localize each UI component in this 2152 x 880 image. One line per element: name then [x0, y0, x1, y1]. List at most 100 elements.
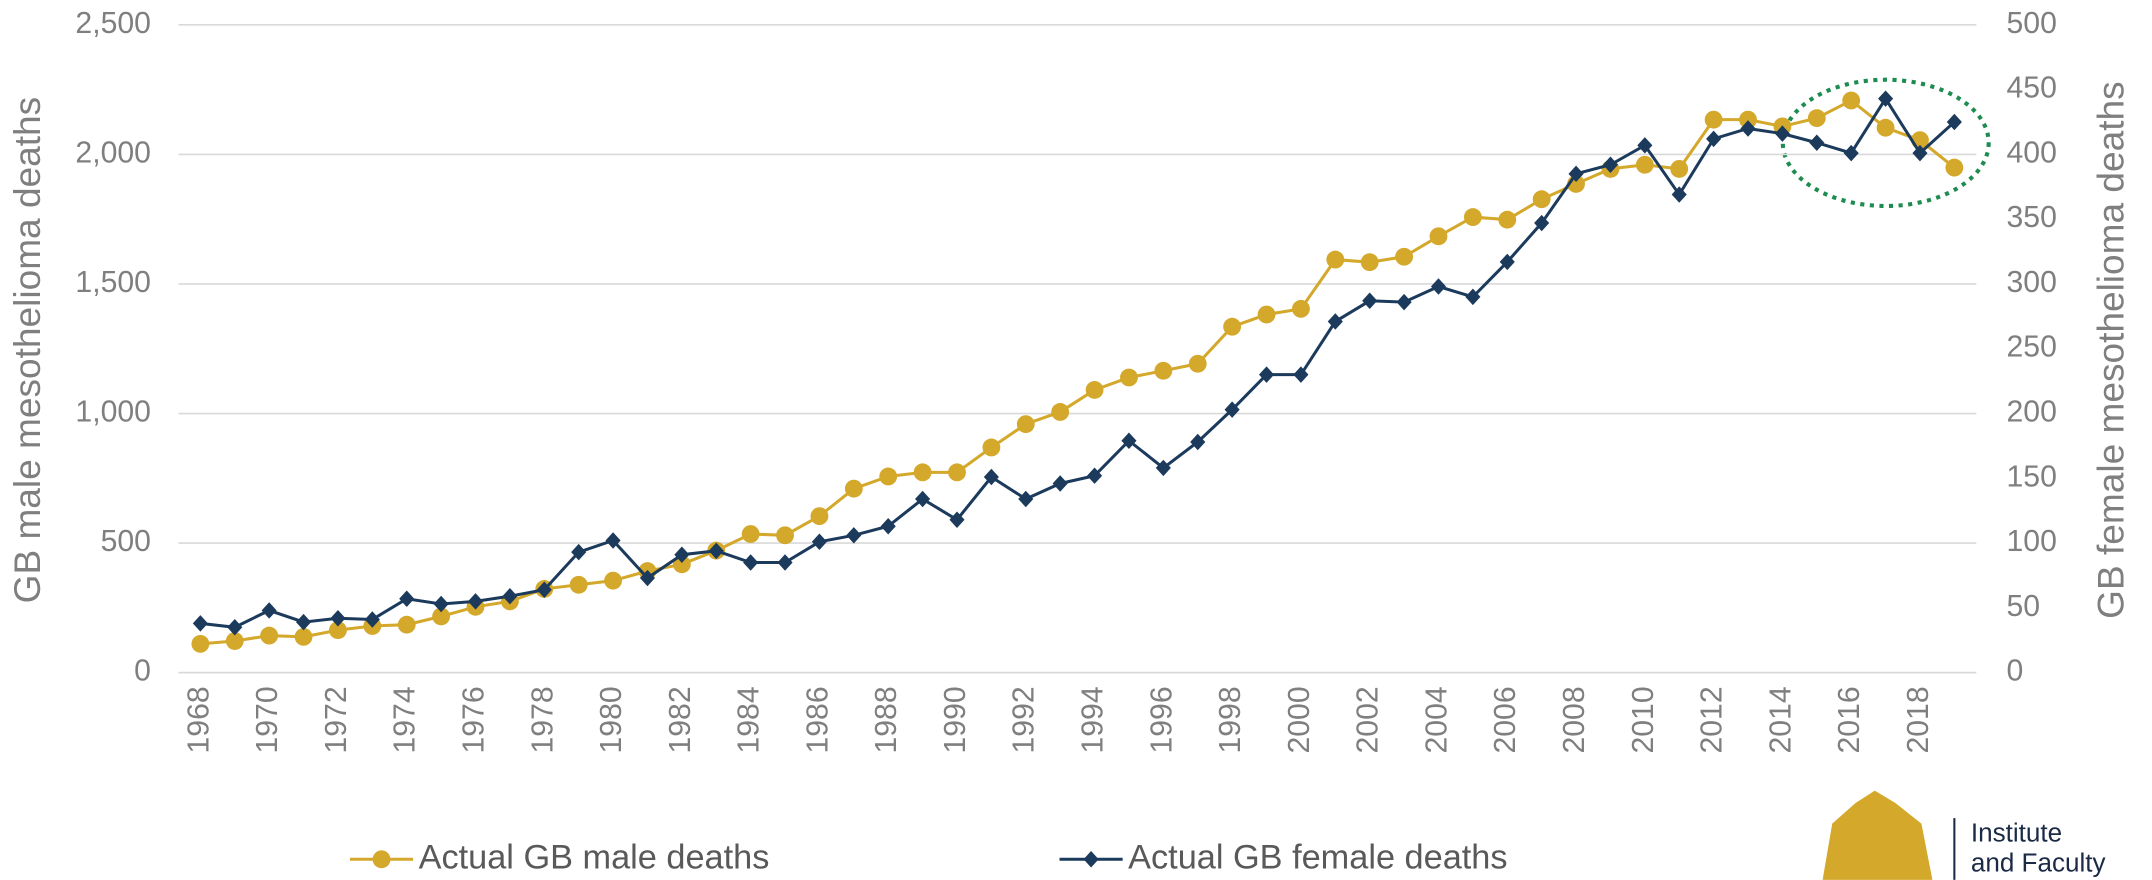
point	[1291, 299, 1310, 318]
point	[502, 587, 518, 605]
x-tick-label: 2018	[1902, 686, 1935, 753]
y2-tick-label: 300	[2007, 266, 2057, 299]
point	[399, 590, 415, 608]
point	[743, 554, 759, 571]
point	[1876, 118, 1895, 137]
legend-label: Actual GB male deaths	[419, 838, 770, 876]
point	[1016, 415, 1035, 434]
point	[1463, 208, 1482, 227]
x-tick-label: 1984	[733, 686, 766, 753]
point	[1465, 288, 1481, 306]
y2-tick-label: 50	[2007, 590, 2041, 623]
y2-tick-label: 250	[2007, 331, 2057, 364]
point	[191, 634, 210, 653]
x-tick-label: 1974	[389, 686, 422, 753]
point	[1395, 247, 1414, 266]
y-tick-label: 2,500	[75, 7, 151, 40]
x-tick-label: 2010	[1627, 686, 1660, 753]
point	[329, 621, 347, 640]
y2-tick-label: 200	[2007, 395, 2057, 428]
x-tick-label: 1970	[251, 686, 284, 753]
x-tick-label: 2008	[1558, 686, 1591, 753]
point	[1499, 253, 1515, 271]
x-tick-label: 1992	[1008, 686, 1041, 753]
point	[1326, 250, 1345, 269]
point	[913, 463, 932, 482]
point	[1635, 155, 1654, 174]
point	[844, 479, 863, 498]
x-tick-label: 1998	[1214, 686, 1247, 753]
point	[225, 632, 244, 650]
point	[1842, 91, 1861, 110]
point	[294, 627, 313, 646]
point	[1051, 403, 1070, 421]
x-tick-label: 1980	[595, 686, 628, 753]
point	[1568, 165, 1584, 183]
x-tick-label: 1996	[1145, 686, 1178, 753]
point	[1740, 120, 1756, 137]
point	[1843, 144, 1859, 162]
point	[1018, 490, 1034, 508]
x-tick-label: 2004	[1420, 686, 1453, 753]
point	[227, 619, 243, 636]
x-tick-label: 2000	[1283, 686, 1316, 753]
point	[1120, 368, 1138, 387]
point	[811, 533, 827, 551]
point	[880, 517, 896, 535]
point	[1396, 293, 1412, 311]
point	[1085, 381, 1104, 399]
point	[1945, 158, 1964, 177]
y2-axis-title: GB female mesothelioma deaths	[2089, 81, 2131, 618]
point	[569, 575, 588, 594]
point	[846, 527, 862, 544]
point	[604, 571, 623, 590]
point	[1188, 354, 1207, 373]
point	[261, 602, 277, 619]
x-tick-label: 1978	[526, 686, 559, 753]
logo-text: Institute	[1971, 817, 2062, 847]
point	[330, 609, 346, 627]
point	[1704, 110, 1723, 129]
legend-marker	[372, 850, 391, 869]
x-tick-label: 2002	[1352, 686, 1385, 753]
point	[1154, 361, 1173, 380]
point	[915, 490, 931, 508]
logo-text: and Faculty	[1971, 848, 2106, 878]
point	[1878, 90, 1894, 107]
y-tick-label: 1,000	[75, 395, 151, 428]
series-line	[200, 98, 1956, 646]
y2-tick-label: 350	[2007, 201, 2057, 234]
point	[741, 525, 760, 543]
legend-marker	[1083, 851, 1099, 868]
point	[433, 595, 449, 613]
y2-tick-label: 100	[2007, 525, 2057, 558]
y2-tick-label: 150	[2007, 460, 2057, 493]
logo: Institute and Faculty	[1822, 790, 2106, 880]
x-tick-label: 1994	[1077, 686, 1110, 753]
y-tick-label: 0	[134, 655, 151, 688]
point	[1430, 278, 1447, 295]
y-tick-label: 2,000	[75, 136, 151, 169]
point	[1807, 109, 1826, 128]
point	[982, 438, 1001, 457]
logo-crest	[1822, 790, 1933, 880]
x-tick-label: 1986	[801, 686, 834, 753]
x-tick-label: 1968	[182, 686, 215, 753]
point	[1362, 292, 1378, 310]
point	[672, 555, 691, 574]
x-tick-label: 1990	[939, 686, 972, 753]
point	[949, 511, 965, 528]
point	[810, 507, 829, 526]
point	[536, 581, 552, 598]
point	[364, 611, 380, 628]
point	[1429, 227, 1448, 246]
point	[1671, 186, 1687, 203]
point	[777, 554, 793, 571]
point	[1293, 366, 1309, 383]
y2-tick-label: 0	[2007, 655, 2024, 688]
point	[260, 626, 279, 645]
x-tick-label: 1988	[870, 686, 903, 753]
point	[1809, 134, 1825, 151]
point	[1223, 317, 1242, 336]
